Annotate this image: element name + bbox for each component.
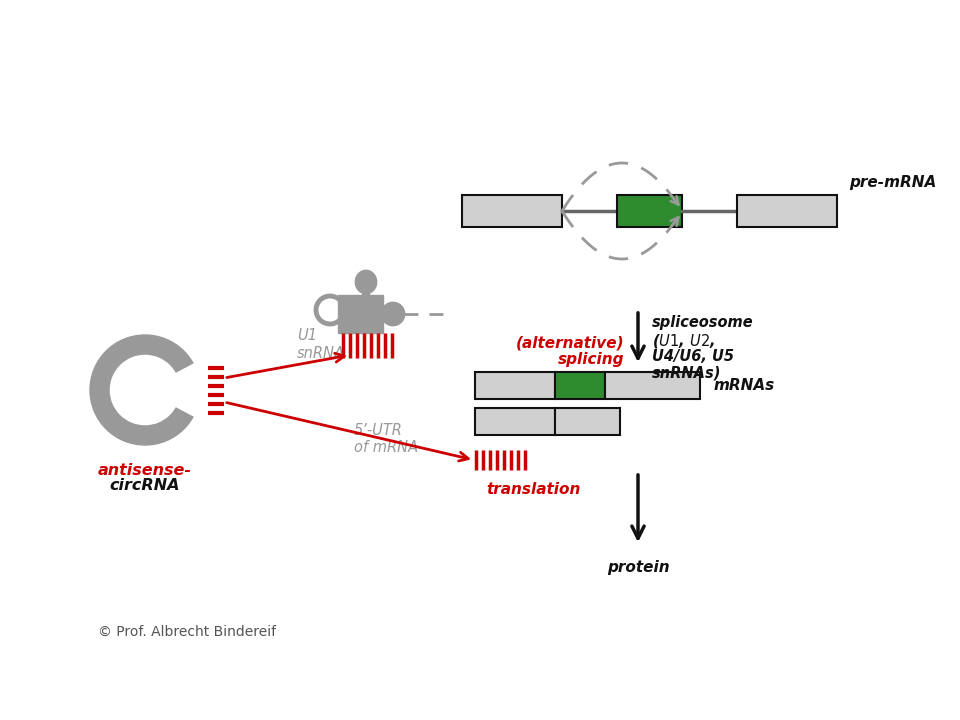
FancyBboxPatch shape <box>555 408 620 435</box>
FancyBboxPatch shape <box>462 195 562 227</box>
FancyBboxPatch shape <box>617 195 682 227</box>
FancyBboxPatch shape <box>338 295 383 333</box>
FancyBboxPatch shape <box>737 195 837 227</box>
FancyBboxPatch shape <box>475 372 555 399</box>
Ellipse shape <box>382 303 404 325</box>
Text: antisense-: antisense- <box>98 463 192 478</box>
Wedge shape <box>174 364 202 417</box>
Text: pre-mRNA: pre-mRNA <box>849 175 936 190</box>
FancyBboxPatch shape <box>555 372 605 399</box>
FancyBboxPatch shape <box>475 408 555 435</box>
Ellipse shape <box>356 271 376 293</box>
FancyBboxPatch shape <box>605 372 700 399</box>
Text: mRNAs: mRNAs <box>714 378 776 393</box>
Text: translation: translation <box>486 482 581 497</box>
Text: (alternative)
splicing: (alternative) splicing <box>516 335 624 367</box>
Text: snRNAs): snRNAs) <box>652 366 721 381</box>
Text: ($\it{U1}$, $\it{U2}$,: ($\it{U1}$, $\it{U2}$, <box>652 332 715 350</box>
Text: © Prof. Albrecht Bindereif: © Prof. Albrecht Bindereif <box>98 625 276 639</box>
Text: U1
snRNA: U1 snRNA <box>297 328 345 361</box>
Text: protein: protein <box>607 560 669 575</box>
Text: spliceosome: spliceosome <box>652 315 754 330</box>
Text: U4/U6, U5: U4/U6, U5 <box>652 349 734 364</box>
Text: circRNA: circRNA <box>109 478 180 493</box>
Text: 5’-UTR
of mRNA: 5’-UTR of mRNA <box>354 423 419 455</box>
